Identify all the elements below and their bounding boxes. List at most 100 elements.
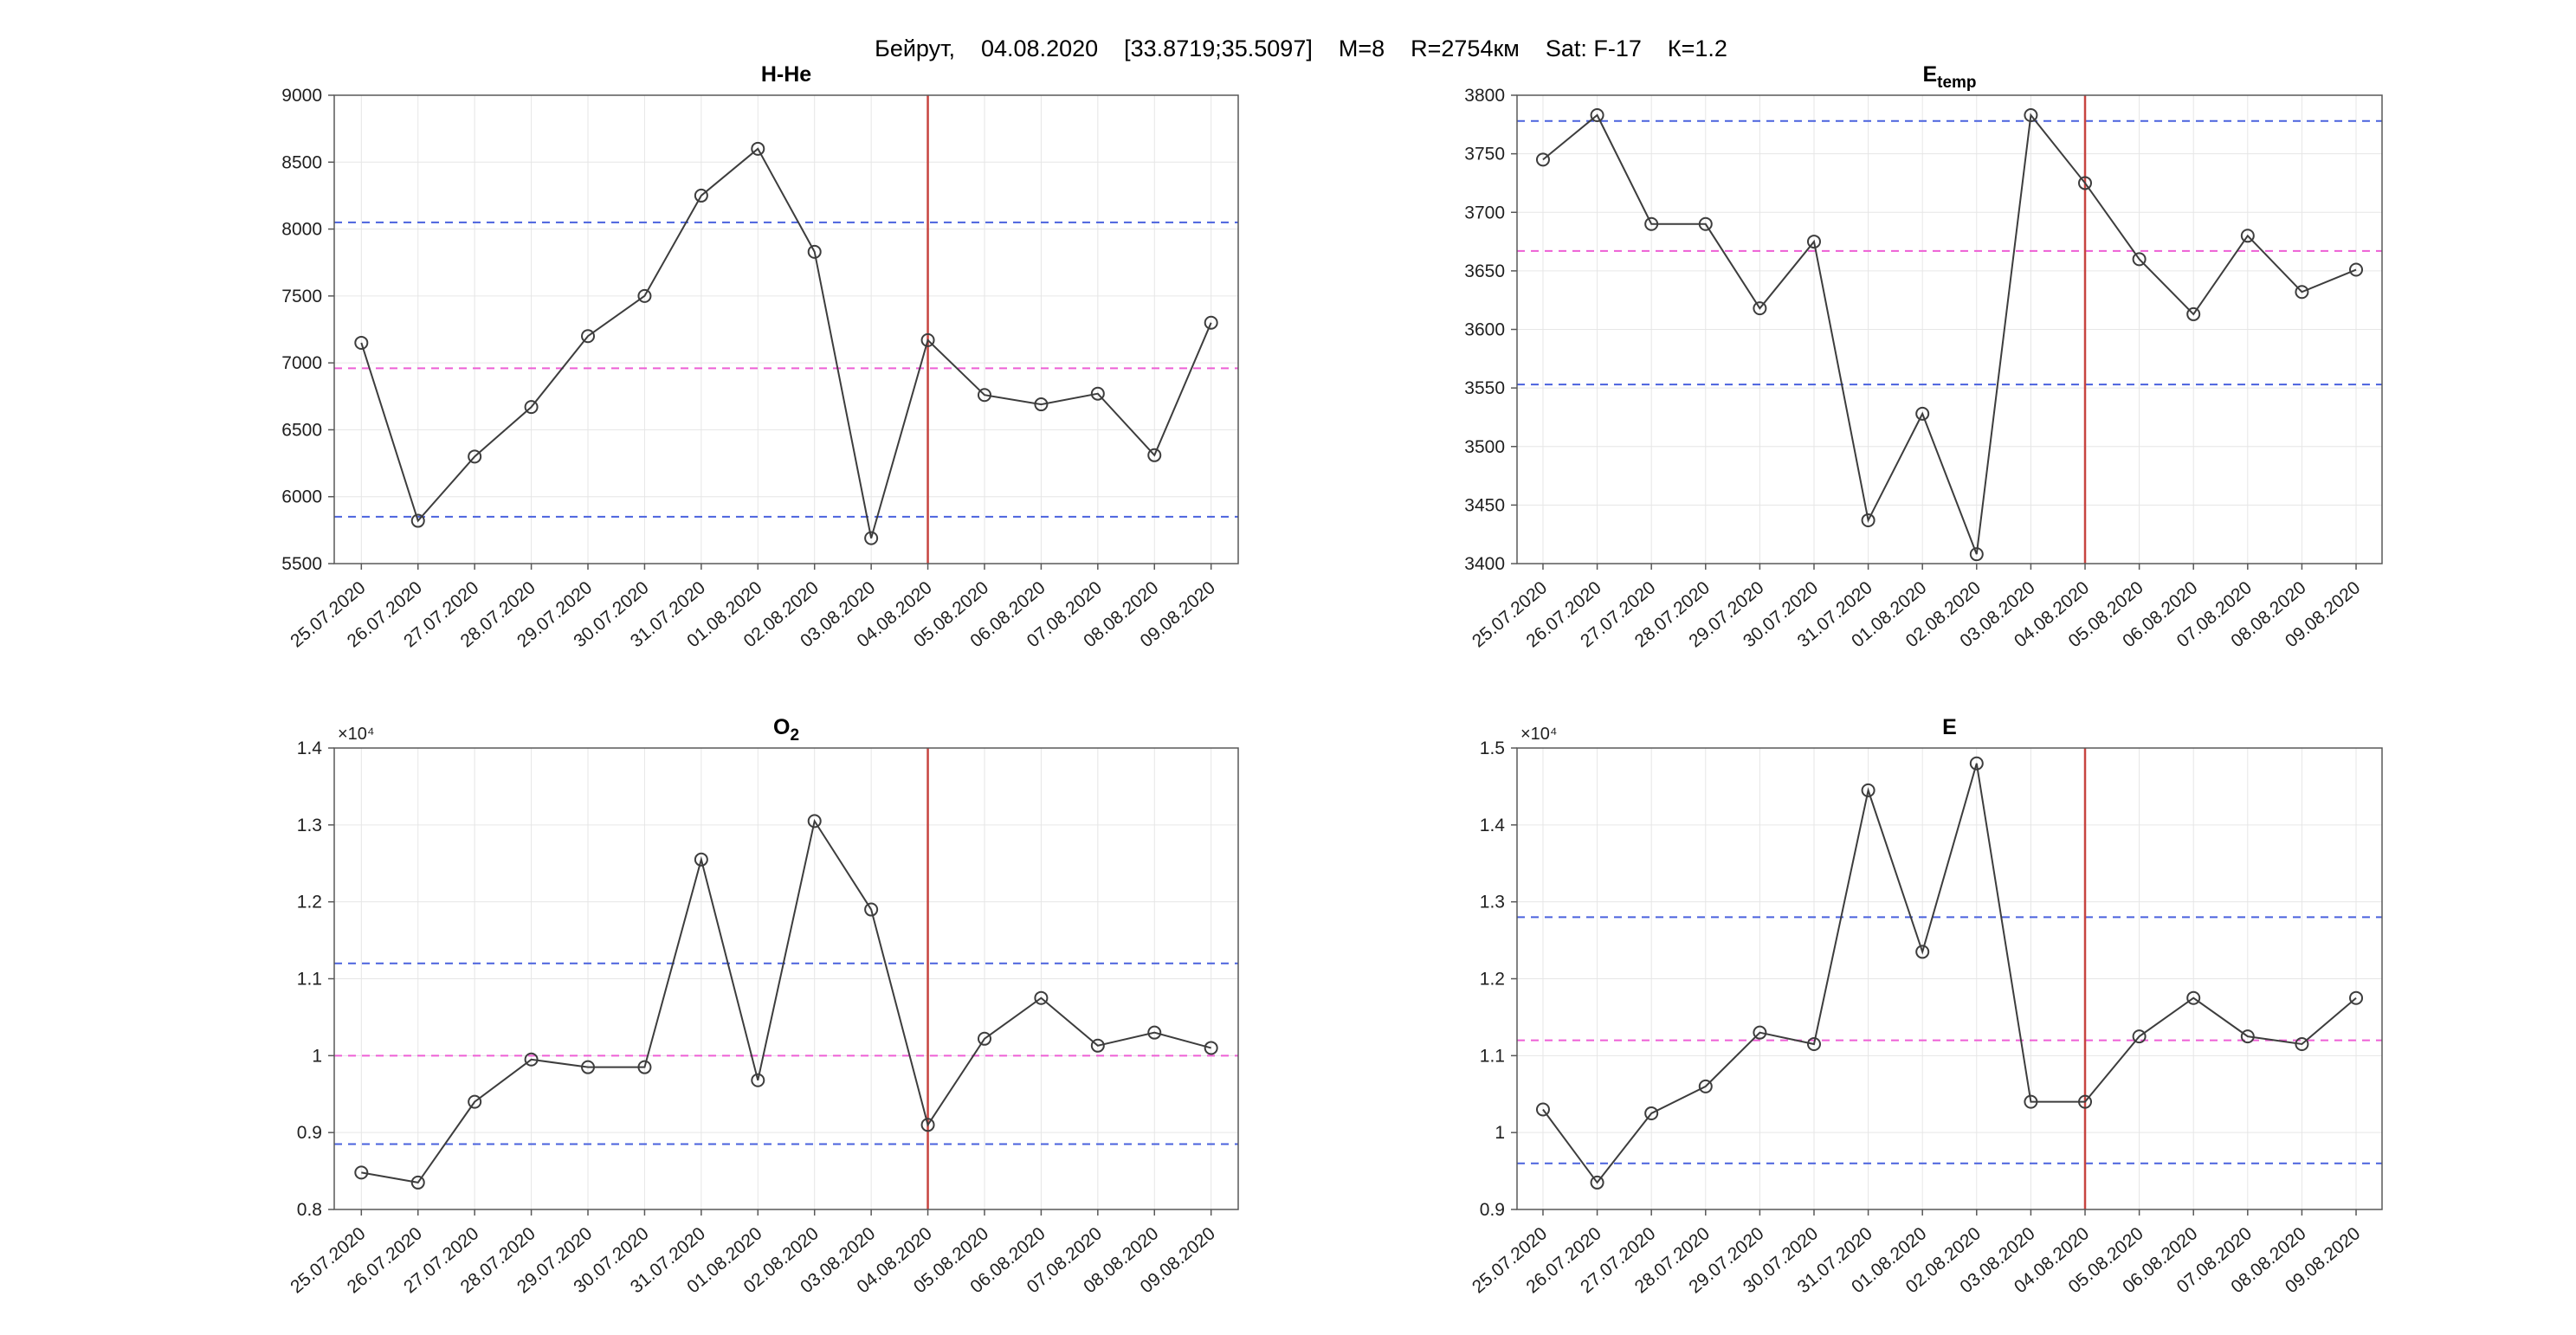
y-tick-label: 7000 (281, 353, 322, 373)
data-point-marker (1090, 386, 1105, 401)
data-point-marker (410, 513, 425, 528)
plot-border (333, 94, 1239, 564)
data-point-marker (1147, 1025, 1162, 1040)
data-point-marker (1806, 235, 1821, 249)
data-point-marker (2240, 229, 2255, 243)
data-point-marker (1969, 547, 1984, 562)
y-tick-label: 9000 (281, 86, 322, 106)
data-point-marker (2349, 262, 2364, 277)
y-tick-label: 1.3 (297, 816, 322, 835)
chart-title: O2 (773, 715, 799, 745)
data-point-marker (637, 288, 652, 303)
data-line (1542, 113, 2357, 555)
chart-e-temp: 25.07.202026.07.202027.07.202028.07.2020… (1464, 62, 2383, 651)
data-point-marker (354, 335, 369, 350)
data-line (361, 818, 1211, 1184)
data-point-marker (468, 449, 482, 464)
y-tick-label: 3800 (1464, 86, 1505, 106)
y-tick-label: 1.1 (1480, 1046, 1505, 1066)
y-tick-label: 1.4 (297, 738, 323, 758)
y-tick-label: 0.8 (297, 1200, 322, 1220)
y-tick-label: 3600 (1464, 320, 1505, 340)
y-tick-label: 1.3 (1480, 893, 1505, 913)
y-tick-label: 3700 (1464, 203, 1505, 222)
data-point-marker (1535, 1102, 1550, 1117)
data-point-marker (920, 332, 935, 347)
data-point-marker (2349, 990, 2364, 1005)
data-point-marker (807, 814, 822, 829)
y-tick-label: 3650 (1464, 261, 1505, 281)
data-point-marker (581, 329, 596, 344)
data-point-marker (468, 1094, 482, 1109)
data-line (360, 147, 1212, 539)
chart-title: H-He (761, 62, 811, 87)
data-point-marker (1969, 756, 1984, 771)
data-point-marker (410, 1175, 425, 1190)
data-point-marker (2295, 285, 2309, 300)
data-point-marker (1644, 1106, 1659, 1120)
data-point-marker (2132, 252, 2147, 267)
data-point-marker (864, 902, 879, 917)
y-axis-exponent-label: ×10⁴ (1520, 725, 1558, 744)
y-tick-label: 6000 (281, 487, 322, 507)
data-point-marker (1698, 216, 1713, 231)
data-line (1542, 763, 2357, 1184)
data-point-marker (2186, 306, 2201, 321)
chart-e: 25.07.202026.07.202027.07.202028.07.2020… (1469, 715, 2383, 1297)
data-point-marker (1806, 1037, 1821, 1052)
y-tick-label: 0.9 (297, 1123, 322, 1143)
data-point-marker (2024, 107, 2038, 122)
data-point-marker (807, 244, 822, 259)
y-tick-label: 3450 (1464, 495, 1505, 515)
data-point-marker (2024, 1094, 2038, 1109)
data-point-marker (1915, 945, 1930, 959)
data-point-marker (920, 1118, 935, 1132)
data-point-marker (1753, 301, 1767, 316)
y-tick-label: 3750 (1464, 145, 1505, 164)
data-point-marker (1090, 1038, 1105, 1053)
data-point-marker (524, 400, 539, 415)
y-tick-label: 1.5 (1480, 738, 1505, 758)
y-axis-exponent-label: ×10⁴ (338, 725, 375, 744)
data-point-marker (637, 1060, 652, 1074)
data-point-marker (354, 1165, 369, 1180)
data-point-marker (1861, 783, 1876, 797)
chart-h-he: 25.07.202026.07.202027.07.202028.07.2020… (281, 62, 1239, 651)
data-point-marker (1698, 1079, 1713, 1093)
data-point-marker (1204, 1041, 1218, 1055)
data-point-marker (977, 388, 991, 403)
data-point-marker (1204, 315, 1218, 330)
y-tick-label: 8000 (281, 220, 322, 240)
data-point-marker (1535, 152, 1550, 167)
y-tick-label: 3550 (1464, 378, 1505, 398)
y-tick-label: 8500 (281, 152, 322, 172)
data-point-marker (2186, 990, 2201, 1005)
y-tick-label: 5500 (281, 554, 322, 574)
y-tick-label: 1.1 (297, 970, 322, 990)
y-tick-label: 6500 (281, 420, 322, 440)
data-point-marker (1644, 216, 1659, 231)
data-point-marker (751, 1073, 765, 1087)
data-point-marker (2240, 1029, 2255, 1044)
data-point-marker (1915, 406, 1930, 421)
data-point-marker (1034, 397, 1049, 412)
data-point-marker (1753, 1025, 1767, 1040)
data-point-marker (694, 188, 708, 203)
y-tick-label: 1.4 (1480, 816, 1506, 835)
data-point-marker (751, 141, 765, 156)
data-point-marker (2132, 1029, 2147, 1044)
y-tick-label: 7500 (281, 287, 322, 306)
chart-title: Etemp (1922, 62, 1976, 92)
chart-o2: 25.07.202026.07.202027.07.202028.07.2020… (287, 715, 1239, 1297)
data-point-marker (2078, 176, 2093, 190)
data-point-marker (1861, 513, 1876, 527)
y-tick-label: 0.9 (1480, 1200, 1505, 1220)
data-point-marker (2078, 1094, 2093, 1109)
data-point-marker (2295, 1037, 2309, 1052)
data-point-marker (1590, 107, 1604, 122)
data-point-marker (524, 1052, 539, 1067)
data-point-marker (1034, 990, 1049, 1005)
data-point-marker (581, 1060, 596, 1074)
data-point-marker (1147, 448, 1162, 462)
